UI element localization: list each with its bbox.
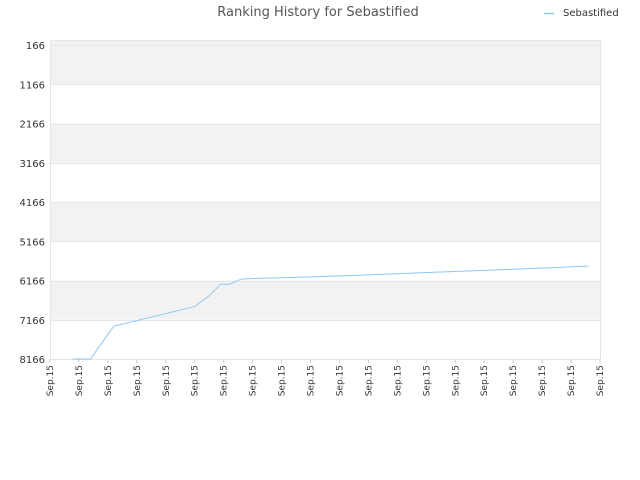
y-tick-label: 6166 (20, 277, 45, 288)
y-tick-label: 166 (26, 41, 45, 52)
x-tick-label: Sep.15 (249, 365, 259, 396)
x-tick-label: Sep.15 (364, 365, 374, 396)
y-tick-label: 7166 (20, 316, 45, 327)
x-tick-label: Sep.15 (567, 365, 577, 396)
y-tick-label: 5166 (20, 237, 45, 248)
series-line-sebastified (72, 265, 589, 360)
x-tick-label: Sep.15 (451, 365, 461, 396)
x-tick-label: Sep.15 (133, 365, 143, 396)
band (50, 280, 600, 320)
x-tick-label: Sep.15 (509, 365, 519, 396)
plot-background-bands (50, 40, 600, 359)
x-tick-label: Sep.15 (162, 365, 172, 396)
x-tick-label: Sep.15 (307, 365, 317, 396)
band (50, 45, 600, 85)
band (50, 202, 600, 242)
x-tick-label: Sep.15 (422, 365, 432, 396)
y-tick-label: 2166 (20, 120, 45, 131)
x-tick-label: Sep.15 (104, 365, 114, 396)
x-tick-label: Sep.15 (278, 365, 288, 396)
band (50, 162, 600, 202)
legend: Sebastified (544, 8, 619, 19)
x-tick-label: Sep.15 (191, 365, 201, 396)
x-tick-label: Sep.15 (393, 365, 403, 396)
band (50, 84, 600, 124)
chart-title: Ranking History for Sebastified (217, 5, 419, 20)
band (50, 319, 600, 359)
x-tick-label: Sep.15 (480, 365, 490, 396)
x-tick-label: Sep.15 (46, 365, 56, 396)
series-layer (72, 265, 589, 360)
x-tick-label: Sep.15 (75, 365, 85, 396)
x-tick-label: Sep.15 (335, 365, 345, 396)
band (50, 123, 600, 163)
x-tick-label: Sep.15 (220, 365, 230, 396)
x-tick-label: Sep.15 (538, 365, 548, 396)
plot-area-frame (50, 40, 601, 360)
x-tick-label: Sep.15 (596, 365, 606, 396)
legend-label: Sebastified (563, 8, 619, 19)
y-axis-ticks: 166 1166 2166 3166 4166 5166 6166 7166 8166 (20, 41, 45, 366)
y-tick-label: 8166 (20, 355, 45, 366)
y-tick-label: 4166 (20, 198, 45, 209)
y-tick-label: 1166 (20, 80, 45, 91)
band (50, 241, 600, 281)
x-axis-ticks: Sep.15 Sep.15 Sep.15 Sep.15 Sep.15 Sep.15 Sep.… (46, 359, 606, 396)
y-tick-label: 3166 (20, 159, 45, 170)
